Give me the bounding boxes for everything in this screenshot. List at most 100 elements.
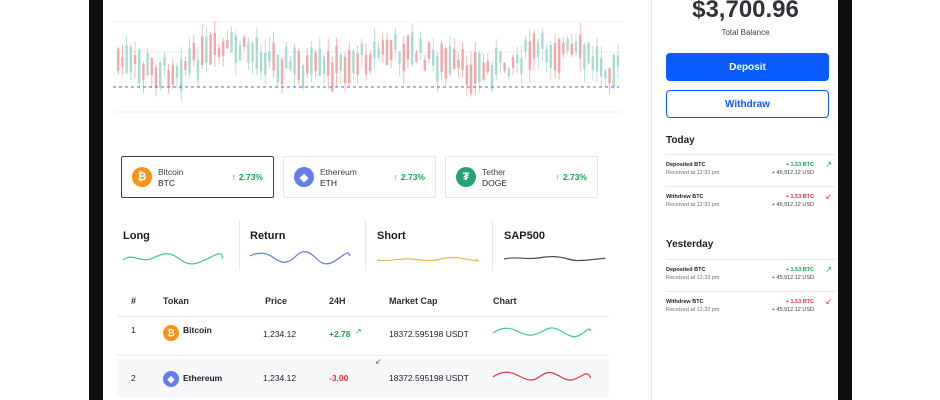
- candle-body: [343, 56, 347, 84]
- candle-body: [604, 70, 607, 79]
- candle-body: [188, 47, 191, 74]
- col-header-market-cap: Market Cap: [389, 296, 438, 306]
- candle-body: [335, 46, 338, 73]
- coin-change: ↑ 2.73%: [394, 172, 425, 182]
- deposit-button[interactable]: Deposit: [666, 53, 829, 81]
- transaction-time: Received at 12:32 pm: [666, 202, 720, 208]
- candle-body: [327, 51, 330, 76]
- transaction-usd: + 45,912.12 USD: [771, 275, 814, 281]
- arrow-up-right-icon: ↗: [825, 265, 832, 274]
- transaction-amount: + 1.53 BTC: [785, 267, 814, 273]
- strategy-long[interactable]: Long: [115, 218, 239, 276]
- withdraw-button[interactable]: Withdraw: [666, 90, 829, 118]
- main-column: ₿ Bitcoin BTC ↑ 2.73% ◆ Ethereum ETH ↑ 2.7…: [103, 0, 651, 400]
- candle-body: [196, 59, 200, 80]
- candle-body: [259, 52, 263, 72]
- candle-body: [243, 37, 246, 47]
- candle-body: [222, 41, 225, 56]
- candle-body: [175, 66, 179, 78]
- price-candlestick-chart[interactable]: [113, 0, 623, 130]
- candle-body: [213, 33, 216, 56]
- coin-card-tether[interactable]: ₮ Tether DOGE ↑ 2.73%: [445, 156, 598, 198]
- total-balance-amount: $3,700.96: [692, 0, 799, 23]
- candle-body: [184, 61, 187, 70]
- transaction-time: Received at 12:32 pm: [666, 307, 720, 313]
- candle-body: [322, 56, 326, 74]
- arrow-up-icon: ↑: [555, 172, 560, 182]
- candle-body: [423, 59, 426, 71]
- transaction-item[interactable]: Withdrew BTC Received at 12:32 pm + 1.53…: [666, 186, 836, 220]
- arrow-up-icon: ↑: [393, 172, 398, 182]
- ethereum-icon: ◆: [294, 167, 314, 187]
- candle-body: [301, 65, 305, 88]
- token-sparkline: [492, 327, 591, 338]
- transaction-usd: + 45,912.12 USD: [771, 170, 814, 176]
- coin-symbol: BTC: [158, 178, 175, 188]
- candle-body: [146, 52, 149, 75]
- candle-body: [201, 36, 204, 65]
- candle-body: [150, 58, 153, 76]
- candle-body: [154, 67, 158, 88]
- candle-body: [369, 53, 372, 71]
- candle-body: [251, 42, 254, 62]
- candle-body: [553, 43, 557, 71]
- bitcoin-icon: ₿: [163, 325, 179, 341]
- candle-body: [339, 54, 342, 71]
- transaction-item[interactable]: Withdrew BTC Received at 12:32 pm + 1.53…: [666, 291, 836, 325]
- divider: [117, 316, 609, 317]
- ethereum-icon: ◆: [163, 371, 179, 387]
- strategy-sap500[interactable]: SAP500: [496, 218, 620, 276]
- candle-body: [247, 43, 250, 63]
- strategy-title: Return: [250, 230, 286, 242]
- bitcoin-icon: ₿: [132, 167, 152, 187]
- candle-body: [373, 41, 376, 59]
- market-cap: 18372.595198 USDT: [389, 373, 469, 383]
- transaction-usd: + 45,912.12 USD: [771, 307, 814, 313]
- strategy-title: Short: [377, 230, 406, 242]
- candle-body: [482, 62, 485, 80]
- strategy-return[interactable]: Return: [242, 218, 366, 276]
- candle-body: [545, 48, 548, 63]
- candle-body: [285, 46, 288, 69]
- candle-body: [192, 42, 195, 61]
- transaction-amount: + 1.53 BTC: [785, 194, 814, 200]
- candle-body: [616, 55, 620, 67]
- candle-body: [490, 65, 494, 90]
- candle-body: [163, 56, 166, 67]
- table-row[interactable]: 2 ◆ Ethereum 1,234.12 -3.00 ↙ 18372.5951…: [117, 357, 609, 397]
- candle-body: [125, 44, 128, 74]
- candle-body: [432, 49, 435, 66]
- candle-body: [381, 40, 384, 55]
- candle-body: [394, 33, 397, 50]
- coin-card-bitcoin[interactable]: ₿ Bitcoin BTC ↑ 2.73%: [121, 156, 274, 198]
- table-row[interactable]: 1 ₿ Bitcoin 1,234.12 +2.78 ↗ 18372.59519…: [117, 317, 609, 355]
- coin-symbol: ETH: [320, 178, 337, 188]
- candle-body: [331, 62, 334, 92]
- candle-body: [138, 49, 141, 83]
- candle-body: [121, 56, 124, 67]
- candle-body: [171, 65, 174, 85]
- candle-body: [234, 35, 237, 63]
- arrow-up-right-icon: ↗: [355, 327, 362, 336]
- strategy-short[interactable]: Short: [369, 218, 493, 276]
- candle-body: [390, 39, 393, 60]
- candle-body: [348, 50, 351, 84]
- candle-body: [306, 55, 309, 74]
- col-header-24h: 24H: [329, 296, 346, 306]
- candle-body: [583, 44, 586, 69]
- candle-body: [411, 31, 414, 65]
- candle-body: [469, 64, 473, 94]
- transaction-item[interactable]: Deposited BTC Received at 12:33 pm + 1.5…: [666, 259, 836, 293]
- candle-body: [448, 46, 452, 75]
- transaction-item[interactable]: Deposited BTC Received at 12:32 pm + 1.5…: [666, 154, 836, 188]
- device-bezel-left: [89, 0, 103, 400]
- candle-body: [415, 53, 418, 62]
- candle-body: [427, 42, 431, 59]
- candle-body: [608, 68, 611, 84]
- token-change: -3.00: [329, 373, 349, 383]
- coin-card-ethereum[interactable]: ◆ Ethereum ETH ↑ 2.73%: [283, 156, 436, 198]
- candle-body: [133, 55, 137, 65]
- candle-body: [238, 45, 242, 61]
- col-header-price: Price: [265, 296, 288, 306]
